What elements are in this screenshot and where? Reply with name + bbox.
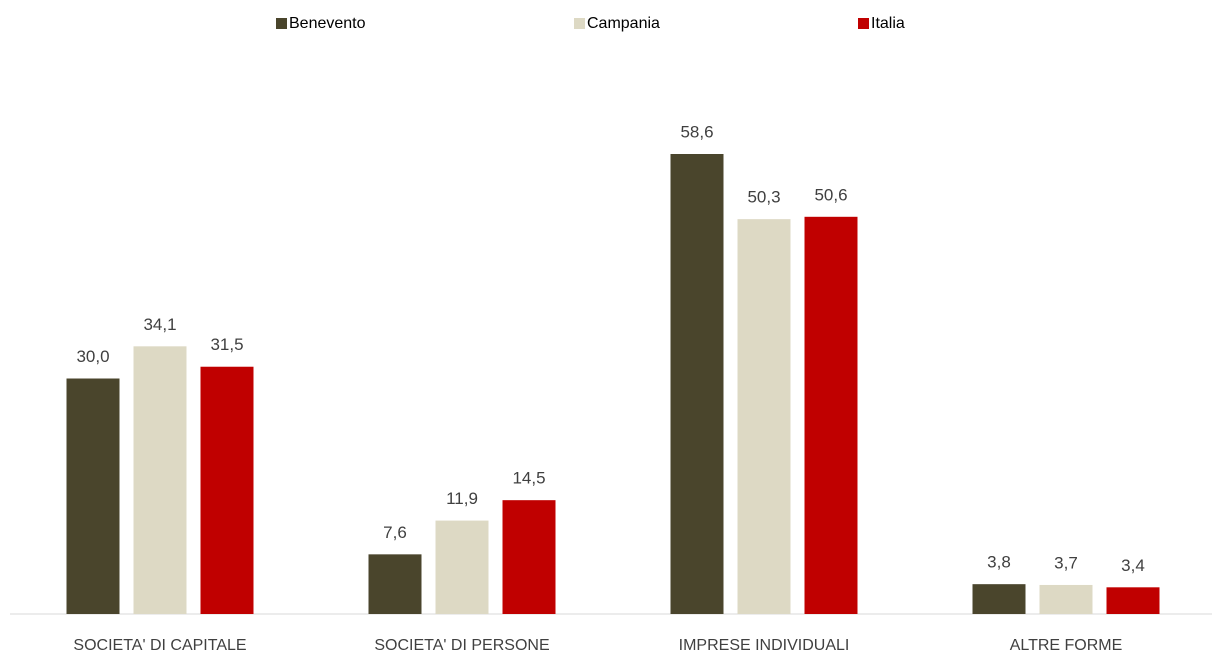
- value-label: 11,9: [446, 489, 478, 508]
- bar: [66, 378, 120, 614]
- bar: [1106, 587, 1160, 614]
- bar: [1039, 584, 1093, 614]
- bar: [200, 366, 254, 614]
- bar: [804, 216, 858, 614]
- x-tick-label: ALTRE FORME: [1010, 637, 1123, 654]
- value-label: 3,7: [1054, 553, 1078, 572]
- value-label: 7,6: [383, 523, 407, 542]
- bar: [133, 346, 187, 614]
- value-label: 31,5: [210, 335, 243, 354]
- value-label: 50,3: [747, 188, 780, 207]
- legend-label: Benevento: [289, 15, 366, 32]
- bar: [502, 500, 556, 614]
- legend-swatch: [574, 18, 585, 29]
- value-label: 3,8: [987, 553, 1011, 572]
- bar: [368, 554, 422, 614]
- value-label: 58,6: [680, 122, 713, 141]
- value-label: 34,1: [143, 315, 176, 334]
- x-tick-label: IMPRESE INDIVIDUALI: [679, 637, 850, 654]
- value-label: 14,5: [512, 469, 545, 488]
- x-tick-label: SOCIETA' DI CAPITALE: [73, 637, 246, 654]
- legend-label: Italia: [871, 15, 905, 32]
- x-tick-label: SOCIETA' DI PERSONE: [374, 637, 549, 654]
- bar: [670, 154, 724, 614]
- legend-swatch: [858, 18, 869, 29]
- value-label: 30,0: [76, 347, 109, 366]
- legend-label: Campania: [587, 15, 660, 32]
- bar: [737, 219, 791, 615]
- legend-swatch: [276, 18, 287, 29]
- bar: [435, 520, 489, 614]
- value-label: 50,6: [814, 185, 847, 204]
- value-label: 3,4: [1121, 556, 1145, 575]
- bar: [972, 584, 1026, 614]
